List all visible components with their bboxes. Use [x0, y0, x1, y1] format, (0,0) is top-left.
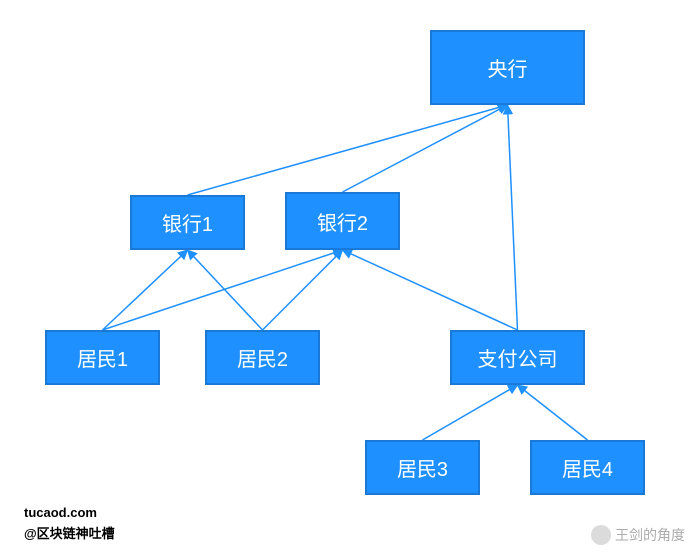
node-bank2: 银行2: [285, 192, 400, 250]
edge-bank1-central: [188, 105, 508, 195]
edge-res1-bank1: [103, 250, 188, 330]
node-res2: 居民2: [205, 330, 320, 385]
node-central: 央行: [430, 30, 585, 105]
watermark: 王剑的角度: [591, 525, 685, 545]
node-res4: 居民4: [530, 440, 645, 495]
chat-bubble-icon: [591, 525, 611, 545]
edge-res3-pay: [423, 385, 518, 440]
edge-res1-bank2: [103, 250, 343, 330]
node-res3: 居民3: [365, 440, 480, 495]
watermark-text: 王剑的角度: [615, 525, 685, 545]
edge-bank2-central: [343, 105, 508, 192]
footer-url: tucaod.com: [24, 505, 97, 520]
node-res1: 居民1: [45, 330, 160, 385]
edge-res2-bank2: [263, 250, 343, 330]
edge-res2-bank1: [188, 250, 263, 330]
footer-handle: @区块链神吐槽: [24, 523, 115, 542]
edge-res4-pay: [518, 385, 588, 440]
node-bank1: 银行1: [130, 195, 245, 250]
edge-pay-central: [508, 105, 518, 330]
node-pay: 支付公司: [450, 330, 585, 385]
edge-pay-bank2: [343, 250, 518, 330]
